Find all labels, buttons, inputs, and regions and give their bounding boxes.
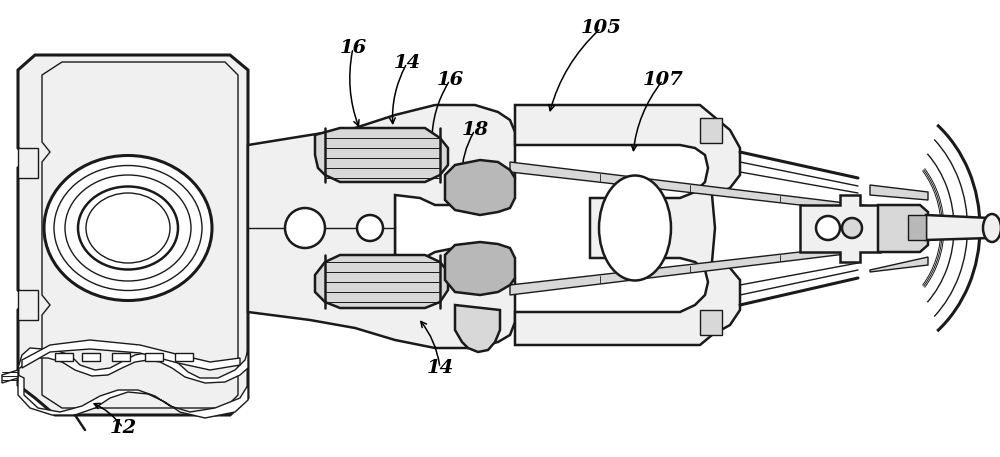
Polygon shape	[315, 255, 448, 308]
Bar	[700, 118, 722, 143]
Polygon shape	[18, 348, 248, 383]
Bar	[82, 353, 100, 361]
Bar	[145, 353, 163, 361]
Text: 12: 12	[109, 419, 137, 437]
Polygon shape	[315, 128, 448, 182]
Polygon shape	[510, 244, 870, 295]
Ellipse shape	[44, 155, 212, 301]
Bar	[18, 148, 38, 178]
Polygon shape	[878, 205, 928, 252]
Bar	[112, 353, 130, 361]
Polygon shape	[515, 105, 740, 345]
Text: 107: 107	[643, 71, 683, 89]
Polygon shape	[870, 257, 928, 272]
Ellipse shape	[599, 175, 671, 281]
Text: 18: 18	[461, 121, 489, 139]
Circle shape	[285, 208, 325, 248]
Polygon shape	[248, 105, 515, 348]
Bar	[55, 353, 73, 361]
Ellipse shape	[78, 186, 178, 270]
Text: 105: 105	[581, 19, 621, 37]
Polygon shape	[22, 340, 240, 370]
Polygon shape	[18, 55, 248, 415]
Polygon shape	[870, 185, 928, 200]
Text: 14: 14	[426, 359, 454, 377]
Bar	[908, 215, 926, 240]
Polygon shape	[926, 215, 995, 240]
Bar	[175, 353, 193, 361]
Polygon shape	[800, 195, 880, 262]
Text: 14: 14	[393, 54, 421, 72]
Text: 16: 16	[436, 71, 464, 89]
Bar	[700, 310, 722, 335]
Bar	[18, 290, 38, 320]
Circle shape	[842, 218, 862, 238]
Polygon shape	[2, 370, 18, 383]
Polygon shape	[18, 375, 248, 418]
Circle shape	[357, 215, 383, 241]
Polygon shape	[455, 305, 500, 352]
Polygon shape	[445, 160, 515, 215]
Circle shape	[816, 216, 840, 240]
Text: 16: 16	[339, 39, 367, 57]
Ellipse shape	[983, 214, 1000, 242]
Polygon shape	[510, 162, 870, 213]
Polygon shape	[445, 242, 515, 295]
